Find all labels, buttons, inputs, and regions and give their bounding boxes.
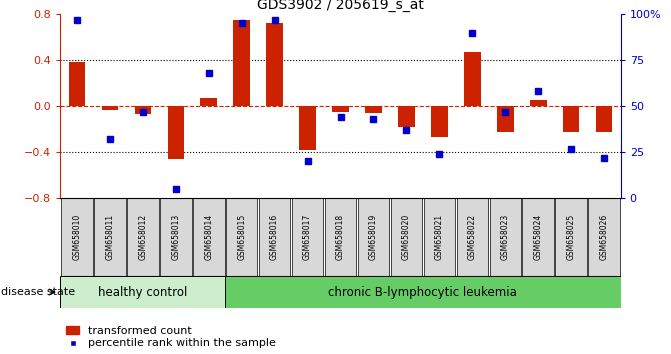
Text: GSM658025: GSM658025 [567,214,576,260]
FancyBboxPatch shape [556,198,587,276]
Text: GSM658017: GSM658017 [303,214,312,260]
FancyBboxPatch shape [61,198,93,276]
Text: GSM658011: GSM658011 [105,214,114,260]
Bar [201,98,217,106]
Text: GSM658023: GSM658023 [501,214,510,260]
Title: GDS3902 / 205619_s_at: GDS3902 / 205619_s_at [257,0,424,12]
Bar [299,106,316,150]
Text: GSM658022: GSM658022 [468,214,477,260]
Text: GSM658019: GSM658019 [369,214,378,260]
Text: GSM658020: GSM658020 [402,214,411,260]
FancyBboxPatch shape [358,198,389,276]
FancyBboxPatch shape [193,198,225,276]
Text: GSM658010: GSM658010 [72,214,81,260]
FancyBboxPatch shape [325,198,356,276]
Bar [464,52,480,106]
Bar [497,106,513,132]
Bar [398,106,415,127]
Text: GSM658015: GSM658015 [237,214,246,260]
Bar [266,23,283,106]
Bar [530,101,546,106]
Bar [68,62,85,106]
FancyBboxPatch shape [523,198,554,276]
FancyBboxPatch shape [456,198,488,276]
Text: GSM658013: GSM658013 [171,214,180,260]
Bar [365,106,382,113]
Bar [168,106,184,159]
Text: GSM658014: GSM658014 [204,214,213,260]
FancyBboxPatch shape [588,198,620,276]
Bar [332,106,349,112]
Bar [563,106,580,132]
Text: GSM658016: GSM658016 [270,214,279,260]
Text: GSM658012: GSM658012 [138,214,148,260]
Legend: transformed count, percentile rank within the sample: transformed count, percentile rank withi… [66,326,276,348]
FancyBboxPatch shape [292,198,323,276]
FancyBboxPatch shape [423,198,455,276]
Text: healthy control: healthy control [98,286,187,298]
Text: GSM658026: GSM658026 [600,214,609,260]
FancyBboxPatch shape [225,276,621,308]
FancyBboxPatch shape [127,198,158,276]
FancyBboxPatch shape [60,276,225,308]
Bar [431,106,448,137]
Bar [596,106,613,132]
FancyBboxPatch shape [391,198,422,276]
FancyBboxPatch shape [160,198,191,276]
Bar [101,106,118,110]
Text: chronic B-lymphocytic leukemia: chronic B-lymphocytic leukemia [329,286,517,298]
FancyBboxPatch shape [259,198,291,276]
Text: disease state: disease state [1,287,74,297]
Bar [135,106,151,114]
Text: GSM658024: GSM658024 [533,214,543,260]
Bar [234,20,250,106]
FancyBboxPatch shape [490,198,521,276]
FancyBboxPatch shape [226,198,258,276]
FancyBboxPatch shape [94,198,125,276]
Text: GSM658021: GSM658021 [435,214,444,260]
Text: GSM658018: GSM658018 [336,214,345,260]
